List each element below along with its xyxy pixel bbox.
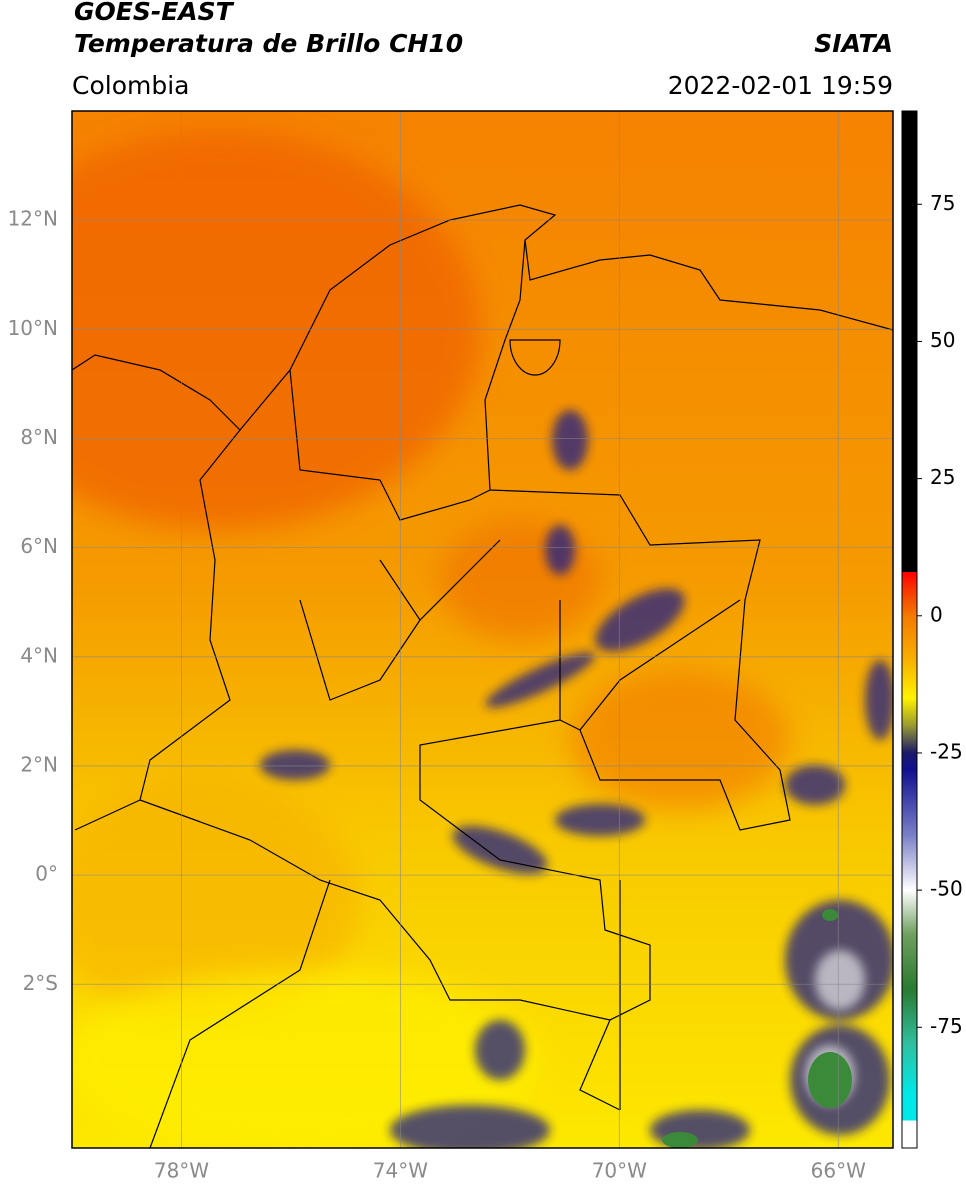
x-tick-label: 66°W <box>811 1159 866 1183</box>
y-tick-label: 0° <box>35 862 58 886</box>
y-tick-label: 10°N <box>8 316 58 340</box>
x-tick-label: 74°W <box>373 1159 428 1183</box>
y-tick-label: 4°N <box>20 643 58 667</box>
colorbar-tick-label: -25 <box>930 739 963 763</box>
x-tick-label: 78°W <box>154 1159 209 1183</box>
subtitle: Temperatura de Brillo CH10 <box>74 29 463 58</box>
source: SIATA <box>814 29 893 58</box>
datetime: 2022-02-01 19:59 <box>668 71 893 100</box>
imagery <box>72 111 893 1148</box>
colorbar <box>901 110 918 1149</box>
x-tick-label: 70°W <box>592 1159 647 1183</box>
y-tick-label: 6°N <box>20 534 58 558</box>
colorbar-tick-label: 75 <box>930 191 955 215</box>
boundaries <box>72 204 893 1148</box>
y-tick-label: 2°N <box>20 752 58 776</box>
y-tick-label: 2°S <box>23 971 58 995</box>
colorbar-tick-label: -50 <box>930 877 963 901</box>
colorbar-tick-label: 25 <box>930 465 955 489</box>
colorbar-tick-label: -75 <box>930 1014 963 1038</box>
y-tick-label: 12°N <box>8 207 58 231</box>
plot-frame <box>71 110 894 1149</box>
colorbar-tick-label: 0 <box>930 602 943 626</box>
y-tick-label: 8°N <box>20 425 58 449</box>
region: Colombia <box>72 71 189 100</box>
title: GOES-EAST <box>74 0 235 26</box>
colorbar-tick-label: 50 <box>930 328 955 352</box>
